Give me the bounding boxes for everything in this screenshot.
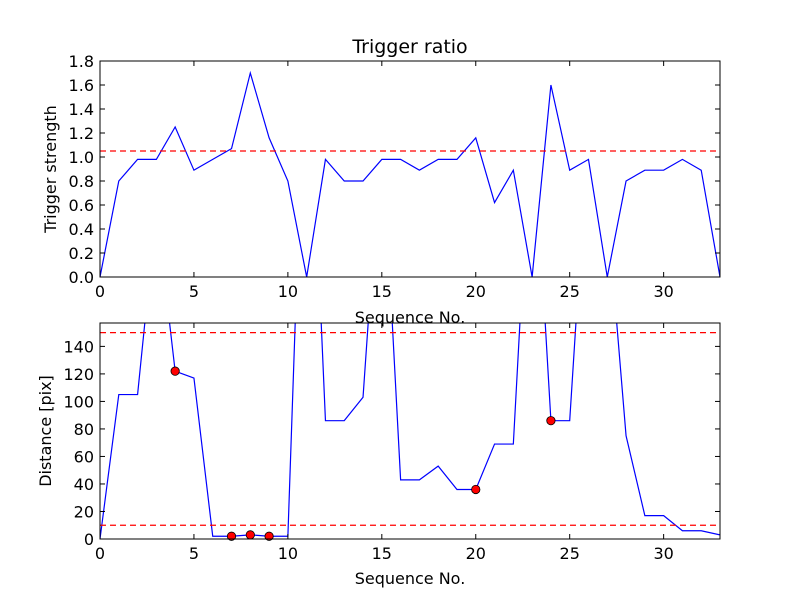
trigger-ratio-y-tick-label: 0.2 [69,244,94,263]
distance-y-tick-label: 0 [84,530,94,549]
trigger-ratio-title: Trigger ratio [351,36,467,58]
distance-x-axis-label: Sequence No. [355,569,466,588]
distance-x-tick-label: 30 [653,544,673,563]
trigger-ratio-y-axis-label: Trigger strength [41,105,60,234]
distance-y-tick-label: 100 [63,392,94,411]
trigger-ratio-y-tick-label: 0.0 [69,268,94,287]
distance-x-tick-label: 5 [189,544,199,563]
distance-marker-2 [245,530,255,540]
trigger-ratio-y-tick-label: 0.8 [69,172,94,191]
trigger-ratio-x-tick-label: 5 [189,282,199,301]
trigger-ratio-x-tick-label: 10 [278,282,298,301]
distance-y-tick-label: 20 [74,502,94,521]
trigger-ratio-y-tick-label: 1.4 [69,100,94,119]
distance-marker-3 [264,531,274,541]
distance-series-line [100,323,720,539]
trigger-ratio-panel: Trigger ratio Sequence No. Trigger stren… [41,36,721,327]
distance-y-axis-label: Distance [pix] [36,375,55,487]
trigger-ratio-series-line [100,70,720,277]
trigger-ratio-y-tick-label: 1.8 [69,52,94,71]
distance-x-tick-label: 15 [372,544,392,563]
distance-marker-4 [471,484,481,495]
distance-panel: Sequence No. Distance [pix] 0 5 10 15 20 25 30… [36,322,721,588]
trigger-ratio-y-tick-label: 0.6 [69,196,94,215]
distance-x-tick-label: 0 [95,544,105,563]
trigger-ratio-x-tick-label: 25 [560,282,580,301]
distance-x-tick-label: 20 [466,544,486,563]
distance-x-tick-label: 10 [278,544,298,563]
distance-y-tick-label: 60 [74,447,94,466]
distance-axes-frame [99,322,721,540]
trigger-ratio-axes-frame [99,60,721,278]
trigger-ratio-y-tick-label: 1.0 [69,148,94,167]
distance-y-tick-label: 140 [63,337,94,356]
trigger-ratio-x-tick-label: 15 [372,282,392,301]
distance-marker-0 [170,366,180,376]
distance-marker-5 [546,416,556,426]
trigger-ratio-y-tick-label: 1.2 [69,124,94,143]
trigger-ratio-plot-area [100,70,720,277]
trigger-ratio-x-tick-label: 30 [653,282,673,301]
distance-y-tick-label: 40 [74,475,94,494]
trigger-ratio-x-tick-label: 0 [95,282,105,301]
distance-y-tick-label: 120 [63,365,94,384]
trigger-ratio-y-tick-label: 0.4 [69,220,94,239]
trigger-ratio-y-tick-label: 1.6 [69,76,94,95]
distance-y-tick-label: 80 [74,420,94,439]
distance-plot-area [100,323,720,539]
distance-x-tick-label: 25 [560,544,580,563]
distance-marker-1 [226,531,237,541]
trigger-ratio-x-tick-label: 20 [466,282,486,301]
trigger-ratio-x-axis-label: Sequence No. [355,308,466,327]
